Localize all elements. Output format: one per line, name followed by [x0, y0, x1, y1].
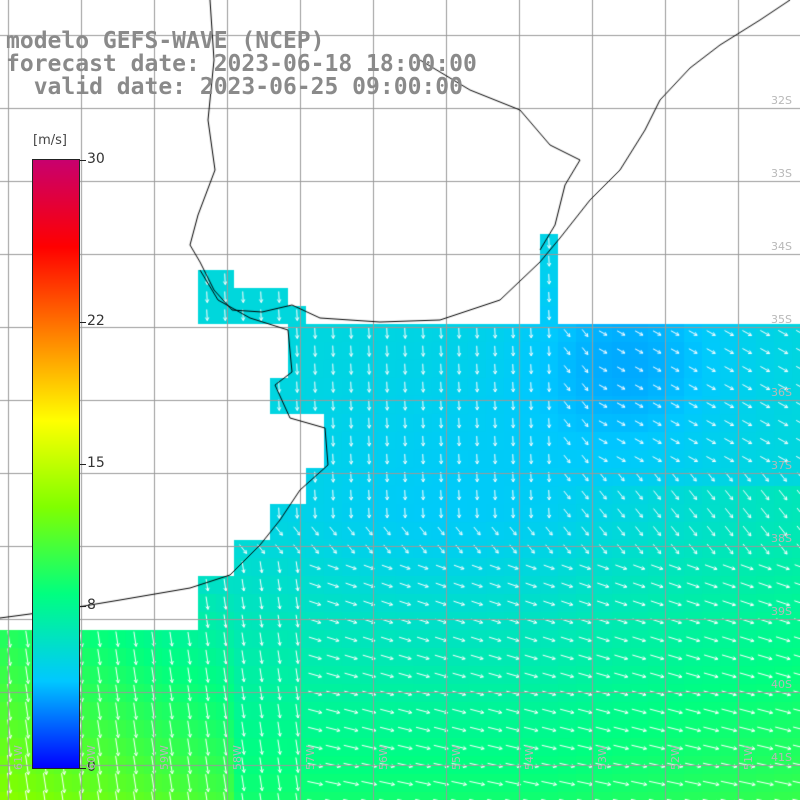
colorbar-tick-label: 0 — [87, 759, 96, 775]
latitude-label: 32S — [771, 94, 792, 107]
colorbar-unit: [m/s] — [33, 133, 67, 148]
colorbar-tick-label: 8 — [87, 596, 96, 613]
longitude-label: 61W — [12, 745, 25, 770]
colorbar-tick-mark — [80, 322, 86, 324]
colorbar-tick-mark — [80, 768, 86, 769]
latitude-label: 34S — [771, 240, 792, 253]
latitude-label: 37S — [771, 459, 792, 472]
latitude-label: 40S — [771, 678, 792, 691]
colorbar-tick-mark — [80, 605, 86, 607]
longitude-label: 57W — [304, 745, 317, 770]
colorbar-tick-mark — [80, 160, 86, 161]
longitude-label: 55W — [450, 745, 463, 770]
latitude-label: 39S — [771, 605, 792, 618]
valid-date: valid date: 2023-06-25 09:00:00 — [6, 74, 463, 100]
latitude-label: 38S — [771, 532, 792, 545]
forecast-date: forecast date: 2023-06-18 18:00:00 — [6, 51, 477, 77]
latitude-label: 35S — [771, 313, 792, 326]
longitude-label: 52W — [669, 745, 682, 770]
longitude-label: 58W — [231, 745, 244, 770]
colorbar-tick-label: 15 — [87, 455, 105, 471]
colorbar-tick-label: 30 — [87, 151, 105, 167]
latitude-label: 41S — [771, 751, 792, 764]
longitude-label: 53W — [596, 745, 609, 770]
longitude-label: 56W — [377, 745, 390, 770]
longitude-label: 54W — [523, 745, 536, 770]
colorbar-tick-mark — [80, 464, 86, 465]
latitude-label: 33S — [771, 167, 792, 180]
colorbar-tick-label: 22 — [87, 313, 105, 330]
longitude-label: 60W — [85, 745, 98, 770]
longitude-label: 59W — [158, 745, 171, 770]
longitude-label: 51W — [742, 745, 755, 770]
latitude-label: 36S — [771, 386, 792, 399]
model-title: modelo GEFS-WAVE (NCEP) — [6, 28, 325, 54]
colorbar — [32, 159, 80, 769]
title-block: modelo GEFS-WAVE (NCEP) forecast date: 2… — [6, 30, 477, 99]
